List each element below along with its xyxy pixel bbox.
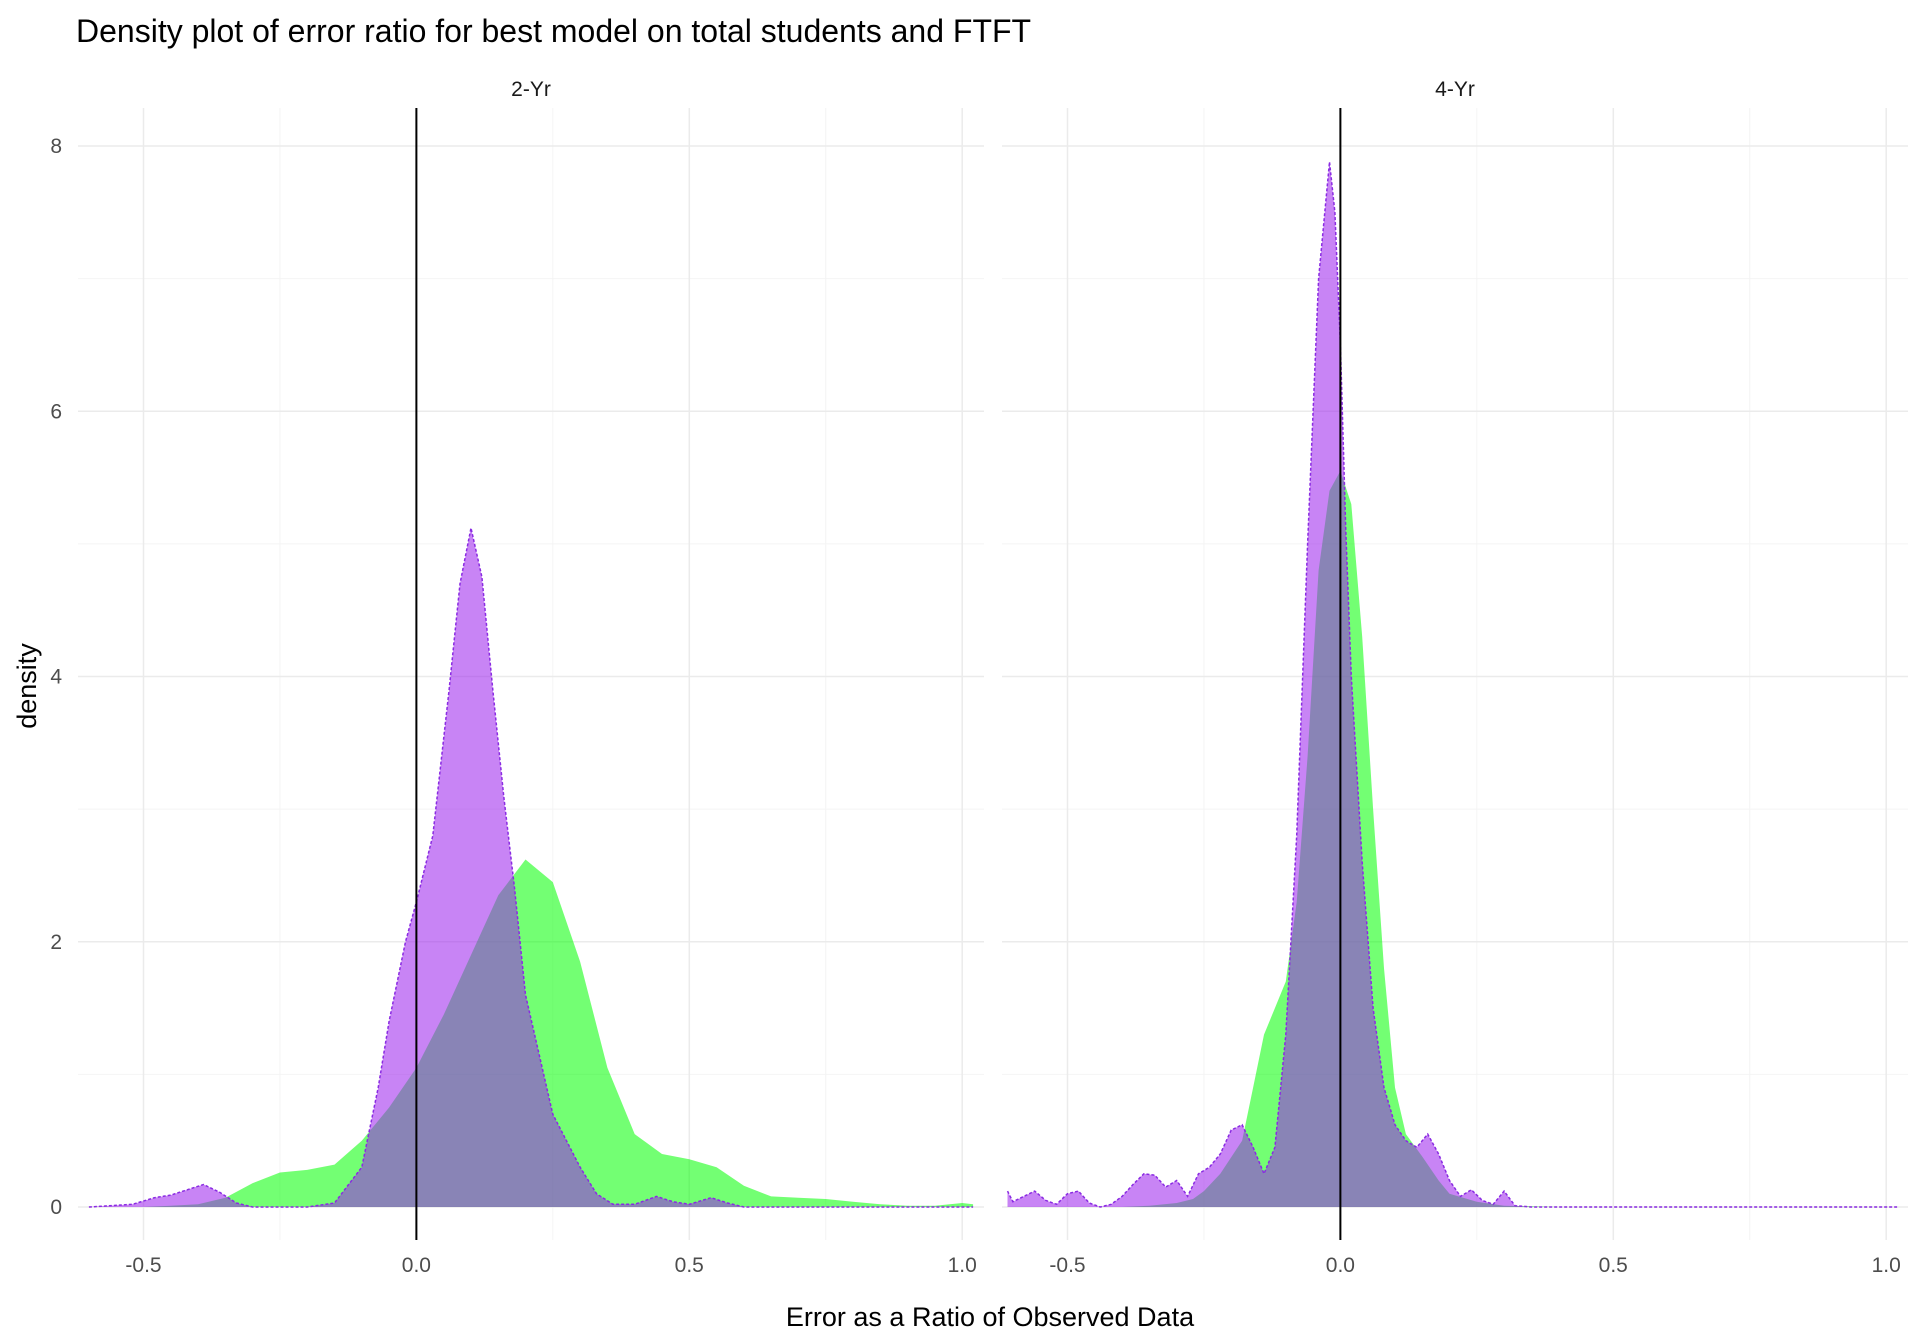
- y-tick-label: 4: [50, 666, 62, 689]
- x-tick-label: 1.0: [948, 1254, 977, 1277]
- x-axis-title: Error as a Ratio of Observed Data: [786, 1302, 1195, 1332]
- panel-2-yr: 2-Yr -0.5 0.0 0.5 1.0 0 2 4 6 8: [50, 78, 984, 1277]
- y-tick-label: 2: [50, 931, 62, 954]
- x-tick-label: 0.0: [1326, 1254, 1355, 1277]
- x-tick-label: 0.5: [1599, 1254, 1628, 1277]
- density-area-purple: [1007, 161, 1898, 1207]
- panel-4-yr: 4-Yr -0.5 0.0 0.5 1.0: [1002, 78, 1908, 1277]
- density-line-purple: [1006, 161, 1898, 1208]
- y-axis-title: density: [12, 643, 42, 729]
- x-tick-label: -0.5: [1049, 1254, 1085, 1277]
- y-tick-label: 0: [50, 1196, 62, 1219]
- density-area-purple: [88, 528, 974, 1207]
- facet-panels: 2-Yr -0.5 0.0 0.5 1.0 0 2 4 6 8 4-Yr -0.5 0.0 0.5 1.0: [50, 78, 1908, 1277]
- y-tick-label: 8: [50, 135, 62, 158]
- strip-label: 2-Yr: [511, 78, 551, 101]
- chart-title: Density plot of error ratio for best mod…: [76, 13, 1031, 49]
- density-area-green: [1002, 470, 1898, 1207]
- strip-label: 4-Yr: [1435, 78, 1475, 101]
- x-tick-label: 1.0: [1872, 1254, 1901, 1277]
- x-tick-label: 0.5: [675, 1254, 704, 1277]
- x-tick-label: 0.0: [402, 1254, 431, 1277]
- x-tick-label: -0.5: [125, 1254, 161, 1277]
- y-tick-label: 6: [50, 400, 62, 423]
